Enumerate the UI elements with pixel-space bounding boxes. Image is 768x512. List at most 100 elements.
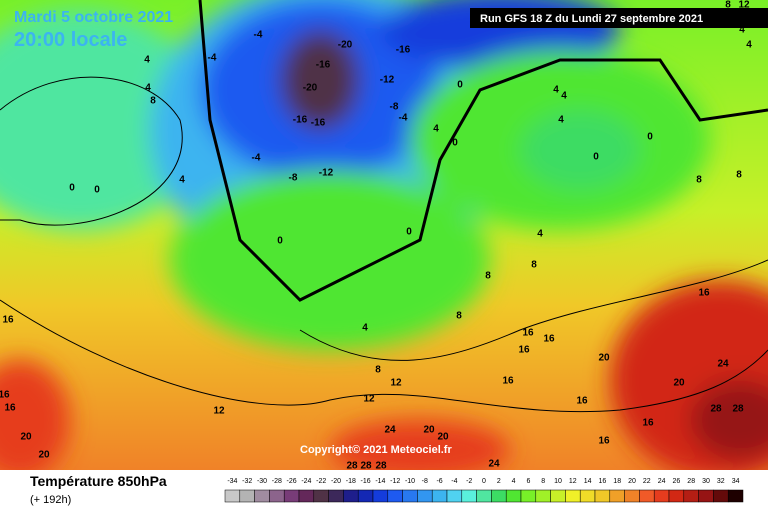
scale-tick-label: -34 (227, 478, 237, 485)
contour-label: 16 (2, 315, 14, 326)
contour-label: 20 (598, 353, 610, 364)
contour-label: 16 (642, 418, 654, 429)
scale-tick-label: -4 (451, 478, 457, 485)
contour-label: 4 (537, 229, 543, 240)
scale-swatch (653, 489, 670, 503)
contour-label: 12 (213, 406, 225, 417)
contour-label: 8 (696, 175, 702, 186)
contour-label: 8 (531, 260, 537, 271)
contour-label: 4 (558, 115, 564, 126)
scale-swatch (713, 489, 729, 503)
contour-label: 16 (4, 403, 16, 414)
contour-label: 0 (69, 183, 75, 194)
scale-tick-label: 16 (599, 478, 607, 485)
copyright: Copyright© 2021 Meteociel.fr (300, 444, 452, 456)
scale-tick-label: 12 (569, 478, 577, 485)
scale-swatch (535, 489, 551, 503)
contour-label: 16 (502, 376, 514, 387)
contour-label: 0 (94, 185, 100, 196)
contour-label: 8 (375, 365, 381, 376)
contour-label: 28 (732, 404, 744, 415)
scale-swatch (298, 489, 315, 503)
scale-tick-label: 6 (526, 478, 530, 485)
contour-label: 4 (362, 323, 368, 334)
contour-label: -16 (316, 60, 331, 71)
contour-label: 8 (485, 271, 491, 282)
scale-tick-label: -32 (242, 478, 252, 485)
contour-label: -16 (311, 118, 326, 129)
contour-label: -8 (390, 102, 399, 113)
contour-label: 24 (488, 459, 500, 470)
contour-label: 16 (698, 288, 710, 299)
scale-swatch (357, 489, 374, 503)
contour-label: 20 (673, 378, 685, 389)
contour-label: 16 (598, 436, 610, 447)
scale-swatch (624, 489, 640, 503)
contour-label: -12 (380, 75, 395, 86)
scale-tick-label: 34 (732, 478, 740, 485)
scale-swatch (461, 489, 477, 503)
contour-label: -20 (303, 83, 318, 94)
contour-label: 28 (346, 461, 358, 472)
scale-swatch (372, 489, 389, 503)
scale-swatch (668, 489, 685, 503)
scale-tick-label: -28 (272, 478, 282, 485)
contour-label: -4 (208, 53, 217, 64)
contour-label: 12 (738, 0, 750, 11)
scale-swatch (402, 489, 418, 503)
contour-label: 8 (456, 311, 462, 322)
scale-swatch (594, 489, 611, 503)
scale-swatch (609, 489, 625, 503)
scale-swatch (520, 489, 537, 503)
contour-label: 20 (20, 432, 32, 443)
scale-swatch (254, 489, 270, 503)
scale-swatch (239, 489, 255, 503)
scale-swatch (224, 489, 241, 503)
contour-label: -4 (399, 113, 408, 124)
contour-label: -12 (319, 168, 334, 179)
scale-tick-label: -26 (287, 478, 297, 485)
contour-label: -4 (252, 153, 261, 164)
legend-lead: (+ 192h) (30, 494, 71, 506)
scale-swatch (565, 489, 581, 503)
scale-swatch (698, 489, 714, 503)
scale-swatch (683, 489, 699, 503)
legend-title: Température 850hPa (30, 473, 167, 489)
scale-swatch (727, 489, 744, 503)
scale-tick-label: -12 (390, 478, 400, 485)
contour-label: 0 (593, 152, 599, 163)
contour-label: 16 (522, 328, 534, 339)
contour-label: 4 (144, 55, 150, 66)
scale-swatch (269, 489, 285, 503)
scale-swatch (313, 489, 329, 503)
contour-label: -4 (254, 30, 263, 41)
scale-swatch (343, 489, 359, 503)
scale-tick-label: 22 (643, 478, 651, 485)
contour-label: 24 (384, 425, 396, 436)
scale-tick-label: -24 (301, 478, 311, 485)
contour-label: 0 (457, 80, 463, 91)
contour-label: 4 (433, 124, 439, 135)
contour-label: 8 (150, 96, 156, 107)
contour-label: 28 (375, 461, 387, 472)
scale-swatch (328, 489, 344, 503)
scale-tick-label: 32 (717, 478, 725, 485)
contour-label: 20 (38, 450, 50, 461)
contour-label: 0 (452, 138, 458, 149)
scale-swatch (505, 489, 522, 503)
contour-label: 12 (363, 394, 375, 405)
scale-swatch (283, 489, 300, 503)
contour-label: 0 (406, 227, 412, 238)
scale-tick-label: -22 (316, 478, 326, 485)
scale-tick-label: 14 (584, 478, 592, 485)
scale-tick-label: -6 (436, 478, 442, 485)
date: Mardi 5 octobre 2021 (14, 9, 173, 26)
contour-label: 12 (390, 378, 402, 389)
scale-tick-label: -20 (331, 478, 341, 485)
scale-swatch (417, 489, 433, 503)
scale-tick-label: 20 (628, 478, 636, 485)
contour-label: 8 (725, 0, 731, 11)
scale-tick-label: -30 (257, 478, 267, 485)
scale-swatch (476, 489, 492, 503)
